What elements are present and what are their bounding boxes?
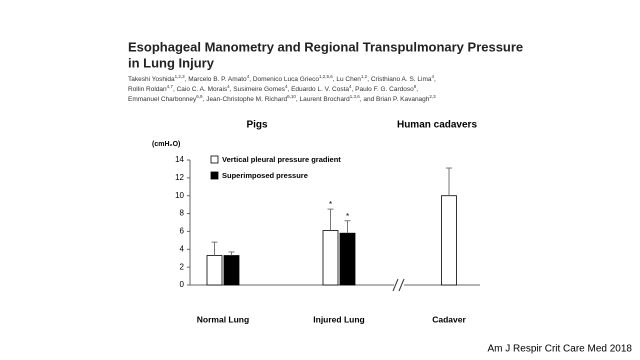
author-affiliation: 6,9: [196, 94, 203, 99]
axis-break-gap: [394, 279, 404, 291]
author-affiliation: 4: [247, 74, 250, 79]
x-tick-label: Injured Lung: [313, 314, 364, 324]
separator: ,: [333, 76, 337, 83]
author-affiliation: 2,3: [429, 94, 436, 99]
author-affiliation: 6,10: [287, 94, 296, 99]
separator: ,: [249, 76, 253, 83]
separator: ,: [230, 86, 234, 93]
bar: [322, 230, 339, 286]
paper-title: Esophageal Manometry and Regional Transp…: [128, 39, 523, 54]
author-name: Emmanuel Charbonney: [128, 96, 197, 103]
y-tick-label: 6: [180, 227, 185, 236]
legend-label: Vertical pleural pressure gradient: [222, 155, 341, 164]
y-tick-label: 10: [175, 191, 184, 200]
significance-marker: *: [329, 200, 332, 209]
author-line: Takeshi Yoshida1,2,3, Marcelo B. P. Amat…: [128, 74, 436, 83]
separator: ,: [360, 96, 364, 103]
bar: [339, 232, 356, 286]
author-name: Cristhiano A. S. Lima: [371, 76, 432, 83]
author-name: Domenico Luca Grieco: [253, 76, 319, 83]
author-name: and Brian P. Kavanagh: [363, 96, 429, 103]
author-affiliation: 1,2,5,6: [319, 74, 333, 79]
y-tick-label: 8: [180, 209, 185, 218]
author-affiliation: 1,3,6: [350, 94, 361, 99]
bar: [441, 195, 457, 286]
legend-swatch: [210, 155, 219, 164]
y-tick-label: 4: [180, 244, 185, 253]
author-name: Caio C. A. Morais: [177, 86, 228, 93]
author-affiliation: 4: [349, 84, 352, 89]
significance-marker: *: [346, 212, 349, 221]
separator: ,: [367, 76, 371, 83]
author-affiliation: 1,2,3: [175, 74, 186, 79]
legend-label: Superimposed pressure: [222, 171, 308, 180]
citation: Am J Respir Crit Care Med 2018: [488, 344, 633, 355]
author-name: Paulo F. G. Cardoso: [355, 86, 414, 93]
author-name: Rollin Roldan: [128, 86, 167, 93]
y-axis-label: (cmH₂O): [152, 141, 180, 148]
author-affiliation: 4: [285, 84, 288, 89]
separator: ,: [203, 96, 207, 103]
author-line: Rollin Roldan4,7, Caio C. A. Morais4, Su…: [128, 84, 418, 93]
separator: ,: [352, 86, 356, 93]
group-title: Pigs: [246, 120, 268, 131]
author-affiliation: 4: [227, 84, 230, 89]
y-tick-label: 12: [175, 173, 184, 182]
author-name: Lu Chen: [336, 76, 361, 83]
bar: [206, 255, 223, 286]
author-name: Eduardo L. V. Costa: [291, 86, 349, 93]
separator: ,: [434, 76, 436, 83]
y-tick-label: 2: [180, 262, 185, 271]
author-affiliation: 4,7: [167, 84, 174, 89]
author-affiliation: 1,2: [361, 74, 368, 79]
y-tick-label: 0: [180, 280, 185, 289]
y-tick-label: 14: [175, 155, 184, 164]
x-tick-label: Normal Lung: [197, 314, 249, 324]
axis-break: [392, 278, 399, 292]
separator: ,: [185, 76, 189, 83]
paper-title: in Lung Injury: [128, 55, 215, 70]
axis-break: [398, 278, 405, 292]
author-name: Marcelo B. P. Amato: [188, 76, 247, 83]
author-name: Laurent Brochard: [300, 96, 351, 103]
separator: ,: [173, 86, 177, 93]
separator: ,: [287, 86, 291, 93]
author-name: Susimeire Gomes: [233, 86, 285, 93]
author-affiliation: 8: [414, 84, 417, 89]
author-line: Emmanuel Charbonney6,9, Jean-Christophe …: [128, 94, 436, 103]
group-title: Human cadavers: [397, 120, 477, 131]
author-affiliation: 4: [432, 74, 435, 79]
x-tick-label: Cadaver: [432, 314, 466, 324]
separator: ,: [416, 86, 418, 93]
author-name: Jean-Christophe M. Richard: [206, 96, 287, 103]
separator: ,: [296, 96, 300, 103]
bar: [223, 255, 240, 286]
author-name: Takeshi Yoshida: [128, 76, 175, 83]
legend-swatch: [210, 171, 219, 180]
